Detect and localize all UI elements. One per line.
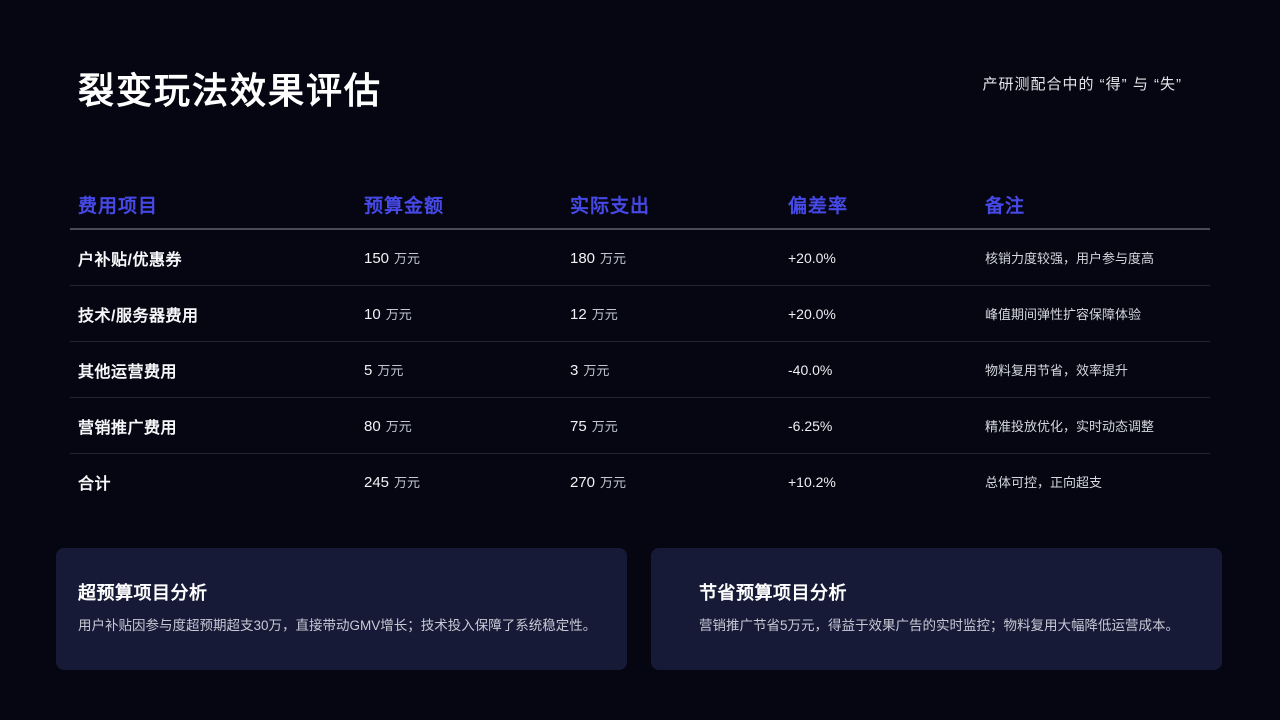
table-row-total: 合计 245 万元 270 万元 +10.2% 总体可控，正向超支	[70, 454, 1210, 509]
budget-unit: 万元	[394, 250, 421, 266]
row-item-label: 营销推广费用	[78, 419, 178, 437]
note-text: 物料复用节省，效率提升	[985, 363, 1129, 378]
actual-unit: 万元	[600, 250, 627, 266]
budget-value: 150	[364, 249, 390, 267]
budget-unit: 万元	[385, 306, 412, 322]
budget-value: 80	[364, 417, 381, 435]
row-actual-cell: 270 万元	[570, 472, 788, 492]
actual-value: 270	[570, 473, 596, 491]
row-item-label: 户补贴/优惠券	[78, 251, 182, 269]
row-actual-cell: 180 万元	[570, 248, 788, 268]
budget-value: 10	[364, 305, 381, 323]
table-row: 户补贴/优惠券 150 万元 180 万元 +20.0% 核销力度较强，用户参与度高	[70, 230, 1210, 286]
column-header-note: 备注	[985, 195, 1026, 217]
over-budget-analysis-card: 超预算项目分析 用户补贴因参与度超预期超支30万，直接带动GMV增长；技术投入保…	[56, 548, 627, 670]
note-text: 核销力度较强，用户参与度高	[985, 251, 1155, 266]
row-actual-cell: 12 万元	[570, 304, 788, 324]
note-text: 总体可控，正向超支	[985, 475, 1103, 490]
saved-budget-analysis-card: 节省预算项目分析 营销推广节省5万元，得益于效果广告的实时监控；物料复用大幅降低…	[651, 548, 1222, 670]
actual-value: 75	[570, 417, 587, 435]
row-budget-cell: 10 万元	[364, 304, 570, 324]
row-actual-cell: 3 万元	[570, 360, 788, 380]
deviation-value: +20.0%	[788, 305, 836, 322]
budget-unit: 万元	[394, 474, 421, 490]
deviation-value: -6.25%	[788, 417, 833, 434]
actual-unit: 万元	[591, 306, 618, 322]
table-row: 其他运营费用 5 万元 3 万元 -40.0% 物料复用节省，效率提升	[70, 342, 1210, 398]
budget-value: 5	[364, 361, 373, 379]
row-budget-cell: 150 万元	[364, 248, 570, 268]
column-header-budget: 预算金额	[364, 195, 445, 217]
actual-value: 3	[570, 361, 579, 379]
card-body: 营销推广节省5万元，得益于效果广告的实时监控；物料复用大幅降低运营成本。	[699, 618, 1180, 633]
row-actual-cell: 75 万元	[570, 416, 788, 436]
deviation-value: +20.0%	[788, 249, 836, 266]
row-budget-cell: 5 万元	[364, 360, 570, 380]
budget-table: 费用项目 预算金额 实际支出 偏差率 备注 户补贴/优惠券 150 万元 180 万…	[70, 180, 1210, 509]
table-header-row: 费用项目 预算金额 实际支出 偏差率 备注	[70, 180, 1210, 230]
actual-unit: 万元	[600, 474, 627, 490]
table-row: 技术/服务器费用 10 万元 12 万元 +20.0% 峰值期间弹性扩容保障体验	[70, 286, 1210, 342]
actual-unit: 万元	[591, 418, 618, 434]
budget-value: 245	[364, 473, 390, 491]
column-header-item: 费用项目	[78, 195, 159, 217]
budget-unit: 万元	[385, 418, 412, 434]
card-body: 用户补贴因参与度超预期超支30万，直接带动GMV增长；技术投入保障了系统稳定性。	[78, 618, 597, 633]
deviation-value: -40.0%	[788, 361, 833, 378]
column-header-deviation: 偏差率	[788, 195, 849, 217]
row-budget-cell: 80 万元	[364, 416, 570, 436]
row-item-label: 合计	[78, 475, 112, 493]
actual-value: 180	[570, 249, 596, 267]
deviation-value: +10.2%	[788, 473, 836, 490]
table-row: 营销推广费用 80 万元 75 万元 -6.25% 精准投放优化，实时动态调整	[70, 398, 1210, 454]
actual-unit: 万元	[583, 362, 610, 378]
row-item-label: 技术/服务器费用	[78, 307, 199, 325]
card-title: 节省预算项目分析	[699, 583, 847, 603]
row-budget-cell: 245 万元	[364, 472, 570, 492]
page-title: 裂变玩法效果评估	[78, 70, 383, 111]
column-header-actual: 实际支出	[570, 195, 651, 217]
header-subtitle: 产研测配合中的 “得” 与 “失”	[982, 76, 1182, 93]
note-text: 峰值期间弹性扩容保障体验	[985, 307, 1142, 322]
actual-value: 12	[570, 305, 587, 323]
card-title: 超预算项目分析	[78, 583, 208, 603]
row-item-label: 其他运营费用	[78, 363, 178, 381]
note-text: 精准投放优化，实时动态调整	[985, 419, 1155, 434]
budget-unit: 万元	[377, 362, 404, 378]
